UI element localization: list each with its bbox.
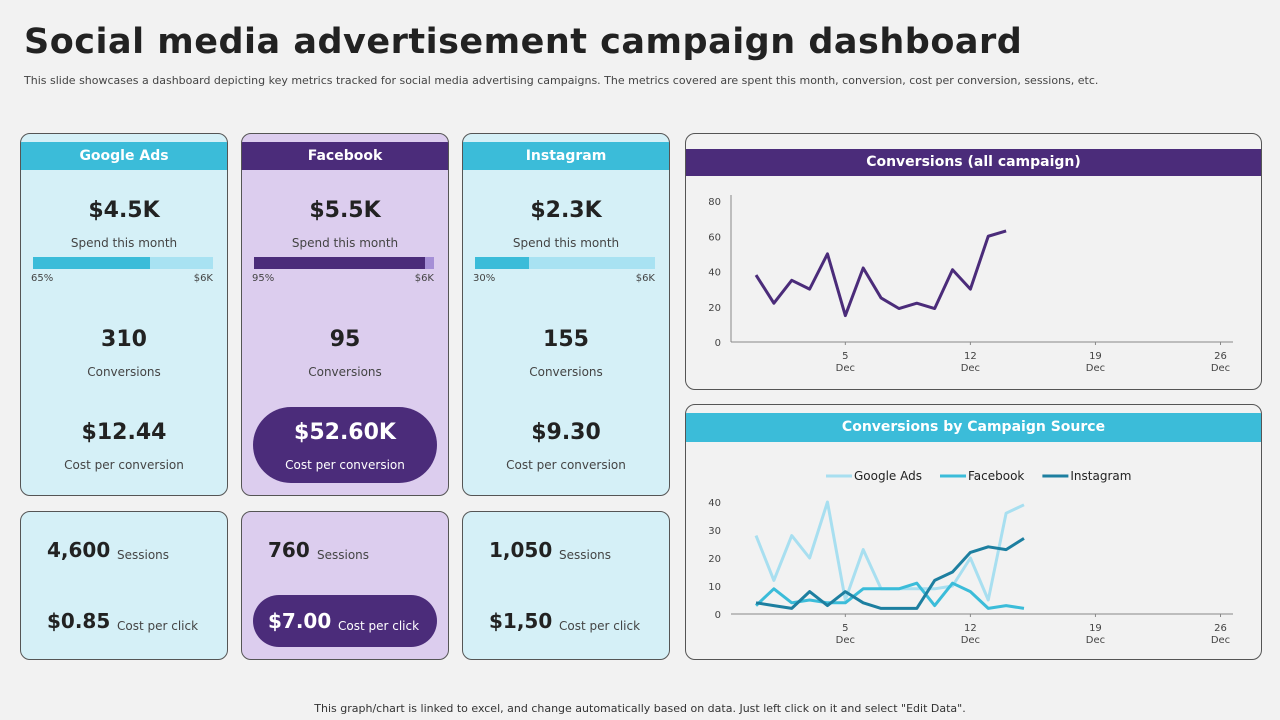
cost-conversion-label: Cost per conversion xyxy=(64,458,184,472)
x-tick-label: 19 Dec xyxy=(1086,351,1105,374)
subtitle: This slide showcases a dashboard depicti… xyxy=(24,74,1099,87)
footer: This graph/chart is linked to excel, and… xyxy=(314,702,966,715)
conversions-label: Conversions xyxy=(308,365,382,379)
sessions-label: Sessions xyxy=(559,548,612,562)
y-tick-label: 20 xyxy=(708,303,721,314)
legend-label: Facebook xyxy=(968,469,1024,483)
cost-conversion-value: $12.44 xyxy=(81,420,167,445)
progress-bar xyxy=(254,257,425,269)
chart: 0 10 20 30 40 5 Dec 12 Dec 19 Dec 26 Dec Google Ads Fa… xyxy=(708,469,1233,646)
cost-click-label: Cost per click xyxy=(559,619,641,633)
sessions-value: 1,050 xyxy=(489,538,553,562)
conversions-value: 95 xyxy=(329,327,361,352)
sessions-label: Sessions xyxy=(317,548,370,562)
spend-label: Spend this month xyxy=(291,236,399,250)
sessions-value: 4,600 xyxy=(47,538,111,562)
y-tick-label: 40 xyxy=(708,498,721,509)
card-header: Facebook xyxy=(242,142,448,170)
sessions-card: 1,050 Sessions $1,50 Cost per click xyxy=(462,511,670,660)
cost-click-value: $0.85 xyxy=(47,609,111,633)
title: Social media advertisement campaign dash… xyxy=(24,22,1023,62)
x-tick-label: 5 Dec xyxy=(836,351,855,374)
conversions-label: Conversions xyxy=(529,365,603,379)
progress-bar xyxy=(33,257,150,269)
conversions-value: 155 xyxy=(543,327,589,352)
highlight-pill xyxy=(253,595,437,647)
y-tick-label: 80 xyxy=(708,197,721,208)
chart-panel: Conversions by Campaign Source 0 10 20 30 40 5… xyxy=(685,404,1262,660)
spend-label: Spend this month xyxy=(512,236,620,250)
chart-panel: Conversions (all campaign) 0 20 40 60 80 5 Dec 1… xyxy=(685,133,1262,390)
y-tick-label: 20 xyxy=(708,554,721,565)
platform-card: Facebook $5.5K Spend this month 95% $6K 95 Con… xyxy=(241,133,449,496)
conversions-value: 310 xyxy=(101,327,147,352)
x-tick-label: 12 Dec xyxy=(961,351,980,374)
line-series xyxy=(754,229,1007,318)
x-tick-label: 5 Dec xyxy=(836,623,855,646)
cost-click-label: Cost per click xyxy=(338,619,420,633)
y-tick-label: 0 xyxy=(715,610,721,621)
progress-label: 95% xyxy=(252,273,275,284)
cost-click-value: $1,50 xyxy=(489,609,553,633)
line-series xyxy=(754,500,1025,602)
legend-label: Instagram xyxy=(1070,469,1131,483)
spend-label: Spend this month xyxy=(70,236,178,250)
y-tick-label: 40 xyxy=(708,268,721,279)
y-tick-label: 30 xyxy=(708,526,721,537)
sessions-label: Sessions xyxy=(117,548,170,562)
x-tick-label: 26 Dec xyxy=(1211,623,1230,646)
chart-title: Conversions (all campaign) xyxy=(686,149,1261,176)
y-tick-label: 0 xyxy=(715,338,721,349)
progress-track xyxy=(254,257,434,269)
spend-value: $4.5K xyxy=(88,198,160,223)
max-label: $6K xyxy=(193,273,213,284)
cost-click-label: Cost per click xyxy=(117,619,199,633)
x-tick-label: 26 Dec xyxy=(1211,351,1230,374)
highlight-pill xyxy=(253,407,437,483)
x-tick-label: 12 Dec xyxy=(961,623,980,646)
cost-conversion-label: Cost per conversion xyxy=(506,458,626,472)
max-label: $6K xyxy=(414,273,434,284)
max-label: $6K xyxy=(635,273,655,284)
sessions-card: 760 Sessions $7.00 Cost per click xyxy=(241,511,449,660)
chart-title: Conversions by Campaign Source xyxy=(686,413,1261,442)
spend-value: $5.5K xyxy=(309,198,381,223)
progress-track xyxy=(33,257,213,269)
line-series xyxy=(755,537,1025,610)
platform-card: Instagram $2.3K Spend this month 30% $6K 155 C… xyxy=(462,133,670,496)
y-tick-label: 60 xyxy=(708,232,721,243)
x-tick-label: 19 Dec xyxy=(1086,623,1105,646)
cost-conversion-value: $52.60K xyxy=(294,420,396,445)
progress-bar xyxy=(475,257,529,269)
cost-conversion-value: $9.30 xyxy=(531,420,601,445)
progress-label: 65% xyxy=(31,273,54,284)
sessions-value: 760 xyxy=(268,538,310,562)
y-tick-label: 10 xyxy=(708,582,721,593)
cost-click-value: $7.00 xyxy=(268,609,332,633)
card-header: Instagram xyxy=(463,142,669,170)
chart: 0 20 40 60 80 5 Dec 12 Dec 19 Dec 26 Dec xyxy=(708,195,1233,374)
spend-value: $2.3K xyxy=(530,198,602,223)
cost-conversion-label: Cost per conversion xyxy=(285,458,405,472)
progress-track xyxy=(475,257,655,269)
conversions-label: Conversions xyxy=(87,365,161,379)
legend-label: Google Ads xyxy=(854,469,922,483)
card-header: Google Ads xyxy=(21,142,227,170)
platform-card: Google Ads $4.5K Spend this month 65% $6K 310… xyxy=(20,133,228,496)
progress-label: 30% xyxy=(473,273,496,284)
sessions-card: 4,600 Sessions $0.85 Cost per click xyxy=(20,511,228,660)
